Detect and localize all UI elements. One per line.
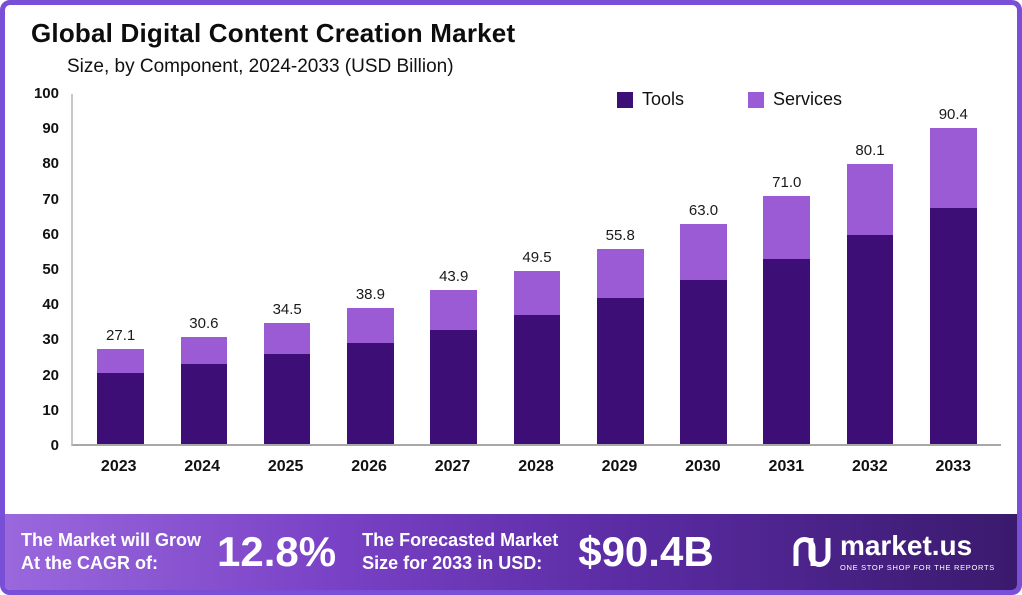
x-axis-label: 2026	[351, 458, 387, 475]
y-axis-tick: 100	[33, 85, 59, 102]
bar-segment-services	[430, 290, 477, 330]
y-axis-tick: 10	[42, 401, 59, 419]
bar-column-2023: 27.1	[79, 94, 162, 444]
brand-block: market.us ONE STOP SHOP FOR THE REPORTS	[791, 532, 1001, 572]
x-axis: 2023 2024 2025 2026 2027 2028 2029 2030 2031 2032…	[71, 446, 1001, 482]
bar-column-2027: 43.9	[412, 94, 495, 444]
bar-segment-services	[97, 349, 144, 374]
y-axis-tick: 20	[42, 366, 59, 384]
x-axis-label: 2023	[100, 458, 137, 475]
cagr-label-line1: The Market will Grow	[21, 529, 202, 550]
bar-segment-services	[846, 163, 894, 236]
bar-segment-services	[180, 336, 228, 365]
bar-segment-tools	[763, 258, 811, 444]
stacked-bar-chart: 0 10 20 30 40 50 60 70 80 90 100 27.1 30.6 34.5 38.9 4…	[13, 85, 1001, 482]
x-axis-label: 2028	[518, 458, 554, 475]
bar-segment-services	[763, 195, 811, 259]
chart-subtitle: Size, by Component, 2024-2033 (USD Billi…	[67, 56, 454, 77]
bar-total-label: 80.1	[855, 141, 885, 159]
cagr-label-line2: At the CAGR of:	[21, 553, 158, 573]
bar-segment-services	[263, 323, 311, 355]
bar-total-label: 34.5	[272, 301, 302, 319]
x-axis-label: 2024	[184, 458, 220, 475]
bar-column-2031: 71.0	[745, 94, 828, 444]
forecast-value: $90.4B	[578, 528, 714, 575]
bar-segment-services	[513, 270, 561, 315]
bar-segment-tools	[513, 314, 561, 444]
y-axis-tick: 80	[42, 155, 59, 173]
bar-segment-tools	[347, 342, 394, 444]
forecast-label-line1: The Forecasted Market	[362, 529, 559, 550]
legend-swatch-services	[748, 91, 765, 108]
bar-segment-services	[929, 127, 977, 209]
y-axis: 0 10 20 30 40 50 60 70 80 90 100	[13, 85, 71, 454]
page-title: Global Digital Content Creation Market	[31, 18, 516, 48]
bar-column-2033: 90.4	[912, 94, 995, 444]
legend-label-tools: Tools	[642, 89, 685, 109]
x-axis-label: 2032	[852, 458, 888, 475]
chart-header: Global Digital Content Creation Market S…	[5, 5, 1017, 78]
forecast-label: The Forecasted Market Size for 2033 in U…	[362, 529, 558, 576]
bar-segment-tools	[846, 235, 894, 444]
bar-segment-tools	[680, 279, 727, 444]
legend-swatch-tools	[617, 91, 633, 108]
bar-total-label: 55.8	[605, 226, 635, 244]
y-axis-tick: 60	[42, 225, 59, 243]
brand-name: market.us	[839, 530, 973, 561]
y-axis-tick: 70	[42, 190, 59, 208]
bar-column-2025: 34.5	[246, 94, 329, 444]
bar-total-label: 90.4	[938, 105, 968, 123]
bar-total-label: 27.1	[106, 327, 136, 345]
x-axis-label: 2025	[267, 458, 304, 475]
plot-area: 27.1 30.6 34.5 38.9 43.9 49.5 55.8 63.0 71.0 80.1…	[71, 94, 1001, 446]
legend-label-services: Services	[773, 89, 843, 109]
bar-column-2028: 49.5	[495, 94, 578, 444]
x-axis-label: 2031	[768, 458, 805, 475]
bar-total-label: 71.0	[772, 173, 802, 191]
footer-banner: The Market will Grow At the CAGR of: 12.…	[5, 514, 1017, 590]
x-axis-label: 2029	[601, 458, 638, 475]
x-axis-label: 2027	[434, 458, 471, 475]
bar-segment-tools	[929, 208, 977, 444]
bar-segment-tools	[430, 329, 477, 444]
brand-tagline: ONE STOP SHOP FOR THE REPORTS	[839, 563, 995, 572]
bar-total-label: 30.6	[189, 314, 219, 332]
bar-column-2029: 55.8	[579, 94, 662, 444]
y-axis-tick: 30	[42, 331, 59, 349]
bar-segment-services	[680, 223, 727, 280]
cagr-label: The Market will Grow At the CAGR of:	[21, 529, 201, 576]
bar-segment-services	[347, 307, 394, 343]
bar-column-2030: 63.0	[662, 94, 745, 444]
bar-column-2032: 80.1	[828, 94, 911, 444]
market-us-logo-icon	[793, 537, 831, 567]
bar-segment-tools	[263, 354, 311, 444]
chart-legend: Tools Services	[617, 89, 842, 110]
y-axis-tick: 90	[42, 120, 59, 138]
bar-segment-services	[596, 248, 644, 299]
y-axis-tick: 0	[50, 437, 59, 454]
x-axis-label: 2033	[935, 458, 972, 475]
bar-total-label: 43.9	[439, 268, 469, 286]
bar-column-2026: 38.9	[329, 94, 412, 444]
legend-item-services: Services	[748, 89, 842, 110]
legend-item-tools: Tools	[617, 89, 684, 110]
brand-text: market.us ONE STOP SHOP FOR THE REPORTS	[839, 530, 995, 573]
bar-segment-tools	[180, 364, 228, 444]
forecast-label-line2: Size for 2033 in USD:	[362, 553, 543, 573]
bar-segment-tools	[596, 298, 644, 444]
cagr-value: 12.8%	[217, 528, 337, 575]
bar-column-2024: 30.6	[162, 94, 245, 444]
y-axis-tick: 40	[42, 296, 59, 314]
y-axis-tick: 50	[42, 261, 59, 278]
bar-total-label: 38.9	[355, 285, 386, 303]
bar-total-label: 49.5	[522, 248, 552, 266]
x-axis-label: 2030	[685, 458, 721, 475]
bar-total-label: 63.0	[688, 201, 719, 219]
bar-segment-tools	[97, 373, 144, 444]
